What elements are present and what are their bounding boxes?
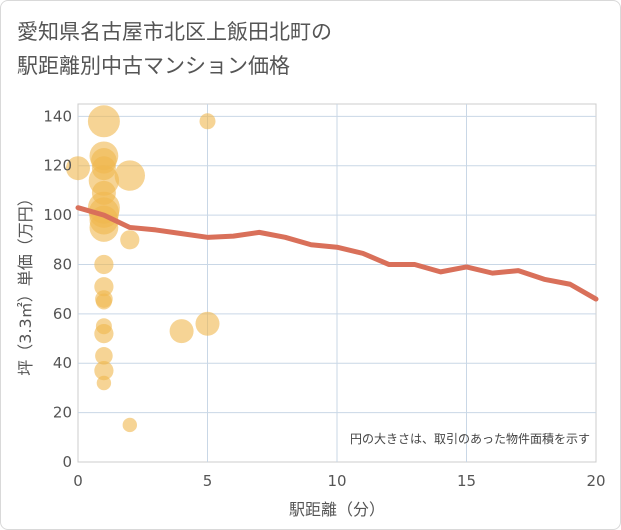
chart-title: 愛知県名古屋市北区上飯田北町の 駅距離別中古マンション価格 (17, 15, 332, 83)
bubble-point-17 (95, 347, 113, 365)
x-tick-label-20: 20 (586, 472, 605, 490)
y-tick-label-140: 140 (43, 107, 72, 125)
chart-title-line2: 駅距離別中古マンション価格 (17, 54, 290, 78)
y-tick-label-20: 20 (53, 404, 72, 422)
bubble-point-18 (94, 361, 114, 381)
chart-title-line1: 愛知県名古屋市北区上飯田北町の (17, 20, 332, 44)
average-price-line (75, 205, 599, 302)
bubble-point-11 (94, 254, 114, 275)
bubble-point-20 (114, 160, 145, 191)
bubble-size-note: 円の大きさは、取引のあった物件面積を示す (350, 431, 590, 446)
bubble-point-23 (169, 319, 194, 344)
y-tick-label-60: 60 (53, 305, 72, 323)
bubble-point-21 (120, 230, 140, 250)
x-tick-label-0: 0 (73, 472, 83, 490)
x-axis-ticks: 0 5 10 15 20 (73, 472, 605, 490)
average-line-series (75, 205, 599, 302)
x-tick-label-5: 5 (203, 472, 213, 490)
y-axis-ticks: 0 20 40 60 80 100 120 140 (43, 107, 72, 471)
x-tick-label-10: 10 (327, 472, 346, 490)
bubble-point-12 (94, 277, 114, 297)
bubble-point-14 (95, 293, 112, 310)
y-tick-label-80: 80 (53, 255, 72, 273)
bubble-point-0 (66, 156, 90, 181)
x-axis-label: 駅距離（分） (289, 500, 385, 519)
y-axis-label: 坪（3.3㎡）単価（万円） (16, 190, 35, 375)
x-tick-label-15: 15 (457, 472, 476, 490)
grid-lines (78, 104, 596, 462)
y-tick-label-120: 120 (43, 157, 72, 175)
y-tick-label-40: 40 (53, 354, 72, 372)
bubble-point-19 (96, 375, 112, 391)
bubble-point-25 (195, 311, 220, 336)
y-tick-label-0: 0 (62, 453, 72, 471)
bubble-point-22 (122, 417, 137, 433)
bubble-point-24 (199, 113, 216, 130)
y-tick-label-100: 100 (43, 206, 72, 224)
bubble-point-1 (87, 105, 120, 138)
bubble-point-16 (94, 324, 114, 344)
